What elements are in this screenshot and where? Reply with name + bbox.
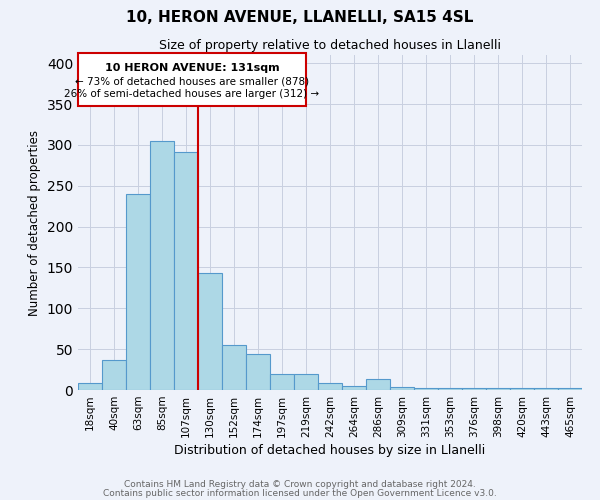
Bar (198, 273, 222, 390)
Bar (78, 384, 102, 390)
Bar (366, 380, 390, 390)
Bar (102, 360, 126, 390)
Y-axis label: Number of detached properties: Number of detached properties (28, 130, 41, 316)
Bar (510, 388, 534, 390)
Bar (294, 374, 318, 390)
Text: Contains HM Land Registry data © Crown copyright and database right 2024.: Contains HM Land Registry data © Crown c… (124, 480, 476, 489)
Bar (558, 388, 582, 390)
Text: Contains public sector information licensed under the Open Government Licence v3: Contains public sector information licen… (103, 488, 497, 498)
Bar (222, 345, 246, 390)
FancyBboxPatch shape (78, 54, 306, 106)
Bar (438, 388, 462, 390)
Text: 10 HERON AVENUE: 131sqm: 10 HERON AVENUE: 131sqm (104, 63, 280, 73)
Bar (174, 152, 198, 390)
Bar (390, 386, 414, 390)
Bar (270, 374, 294, 390)
Bar (126, 194, 150, 390)
Bar (462, 388, 486, 390)
Text: 26% of semi-detached houses are larger (312) →: 26% of semi-detached houses are larger (… (64, 90, 320, 100)
Text: 10, HERON AVENUE, LLANELLI, SA15 4SL: 10, HERON AVENUE, LLANELLI, SA15 4SL (127, 10, 473, 25)
Bar (342, 386, 366, 390)
Bar (534, 388, 558, 390)
Bar (150, 141, 174, 390)
X-axis label: Distribution of detached houses by size in Llanelli: Distribution of detached houses by size … (175, 444, 485, 457)
Text: ← 73% of detached houses are smaller (878): ← 73% of detached houses are smaller (87… (75, 76, 309, 86)
Title: Size of property relative to detached houses in Llanelli: Size of property relative to detached ho… (159, 40, 501, 52)
Bar (246, 354, 270, 390)
Bar (486, 388, 510, 390)
Bar (414, 388, 438, 390)
Bar (318, 382, 342, 390)
